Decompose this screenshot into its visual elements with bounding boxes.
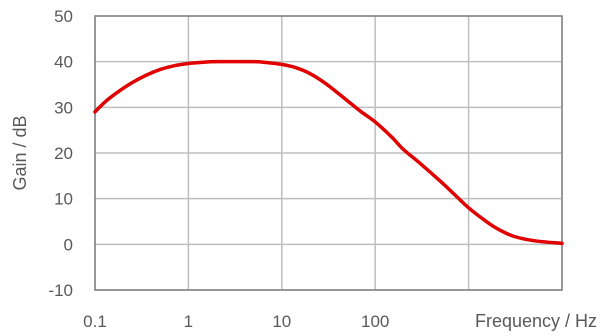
grid-lines <box>94 15 563 291</box>
y-tick-label: 10 <box>54 190 73 209</box>
y-tick-label: 50 <box>54 7 73 26</box>
series-line <box>93 59 564 246</box>
x-tick-label: 10 <box>272 312 291 331</box>
x-tick-label: 100 <box>361 312 389 331</box>
y-tick-labels: -10 0 10 20 30 40 50 <box>48 7 73 300</box>
series-layer <box>93 59 564 246</box>
x-tick-label: 0.1 <box>83 312 107 331</box>
y-tick-label: 20 <box>54 144 73 163</box>
y-tick-label: 30 <box>54 98 73 117</box>
x-tick-label: 1 <box>184 312 193 331</box>
y-axis-label: Gain / dB <box>10 115 30 190</box>
x-axis-label: Frequency / Hz <box>475 311 597 331</box>
y-tick-label: 0 <box>64 235 73 254</box>
y-tick-label: 40 <box>54 53 73 72</box>
y-tick-label: -10 <box>48 281 73 300</box>
x-tick-labels: 0.1 1 10 100 <box>83 312 389 331</box>
plot-frame <box>94 15 563 291</box>
